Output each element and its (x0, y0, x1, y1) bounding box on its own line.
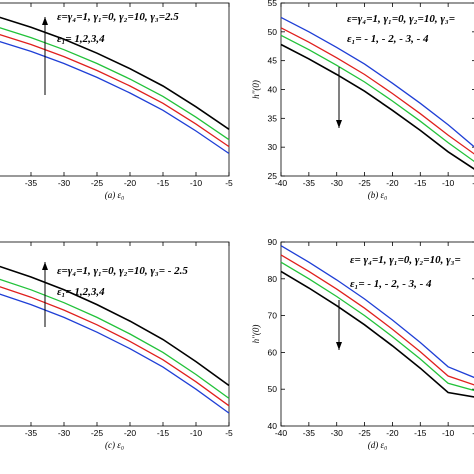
series-line-2 (0, 34, 230, 148)
series-line-1 (0, 293, 230, 414)
x-tick-label: -30 (331, 428, 344, 438)
chart-panel-b: -40 -35 -30 -25 -20 -15 -10 -5 25 30 35 40 45 50 55 (b)… (251, 0, 474, 200)
series-line-4 (280, 43, 474, 170)
y-tick-label: 90 (268, 237, 278, 247)
y-axis-label: h''(0) (251, 80, 261, 99)
x-tick-label: -35 (303, 178, 316, 188)
x-tick-label: -25 (91, 178, 104, 188)
x-tick-label: -30 (58, 428, 71, 438)
x-tick-label: -5 (472, 428, 474, 438)
parameter-values-annotation: ε₁= - 1, - 2, - 3, - 4 (347, 33, 429, 45)
plot-frame (280, 241, 474, 427)
y-tick-label: 70 (268, 311, 278, 321)
chart-panel-c: -35 -30 -25 -20 -15 -10 -5 (c) ε₀ ε=γ₄=1, γ₁=0, … (0, 241, 233, 450)
x-tick-label: -10 (442, 428, 455, 438)
x-tick-label: -5 (225, 178, 233, 188)
y-tick-label: 40 (268, 85, 278, 95)
y-tick-label: 45 (268, 56, 278, 66)
x-tick-label: -5 (472, 178, 474, 188)
x-tick-label: -30 (58, 178, 71, 188)
trend-arrow-head (42, 262, 48, 270)
y-tick-label: 25 (268, 171, 278, 181)
y-tick-label: 50 (268, 384, 278, 394)
x-tick-label: -5 (225, 428, 233, 438)
series-line-3 (280, 34, 474, 163)
series-line-4 (0, 265, 230, 387)
trend-arrow-head (42, 17, 48, 25)
chart-panel-a: -35 -30 -25 -20 -15 -10 -5 (a) ε₀ ε=γ₄=1, γ₁=0, … (0, 2, 233, 200)
y-tick-label: 80 (268, 274, 278, 284)
x-tick-label: -20 (124, 428, 137, 438)
y-tick-label: 60 (268, 347, 278, 357)
x-tick-label: -40 (275, 428, 288, 438)
x-tick-label: -25 (358, 178, 371, 188)
parameter-annotation: ε= γ₄=1, γ₁=0, γ₂=10, γ₃= (350, 254, 461, 266)
x-tick-label: -35 (25, 428, 38, 438)
y-tick-label: 55 (268, 0, 278, 8)
plot-frame (0, 2, 230, 177)
y-tick-label: 50 (268, 27, 278, 37)
series-line-2 (280, 254, 474, 386)
y-tick-label: 30 (268, 142, 278, 152)
y-tick-label: 40 (268, 421, 278, 431)
x-tick-label: -35 (303, 428, 316, 438)
x-tick-label: -15 (414, 428, 427, 438)
trend-arrow-head (336, 342, 342, 350)
plot-frame (0, 241, 230, 427)
parameter-values-annotation: ε₁= 1,2,3,4 (57, 33, 105, 45)
x-axis-label: (a) ε₀ (105, 190, 124, 200)
series-line-3 (0, 278, 230, 399)
chart-panel-d: -40 -35 -30 -25 -20 -15 -10 -5 40 50 60 70 80 90 (d) ε… (251, 237, 474, 450)
series-line-1 (0, 41, 230, 155)
series-line-2 (0, 286, 230, 407)
x-tick-label: -20 (124, 178, 137, 188)
y-tick-label: 35 (268, 113, 278, 123)
series-line-1 (280, 245, 474, 379)
x-tick-label: -40 (275, 178, 288, 188)
x-tick-label: -20 (386, 178, 399, 188)
series-line-3 (0, 27, 230, 141)
x-tick-label: -20 (386, 428, 399, 438)
x-axis-label: (c) ε₀ (105, 440, 124, 450)
x-tick-label: -15 (414, 178, 427, 188)
x-tick-label: -25 (91, 428, 104, 438)
series-line-4 (280, 270, 474, 398)
x-tick-label: -10 (190, 178, 203, 188)
parameter-annotation: ε=γ₄=1, γ₁=0, γ₂=10, γ₃= - 2.5 (57, 265, 188, 277)
x-tick-label: -10 (190, 428, 203, 438)
x-tick-label: -15 (157, 428, 170, 438)
y-axis-label: h''(0) (251, 325, 261, 344)
x-tick-label: -25 (358, 428, 371, 438)
parameter-values-annotation: ε₁= 1,2,3,4 (57, 286, 105, 298)
x-tick-label: -15 (157, 178, 170, 188)
x-axis-label: (b) ε₀ (368, 190, 387, 200)
series-line-4 (0, 16, 230, 130)
series-line-1 (280, 16, 474, 148)
parameter-values-annotation: ε₁= - 1, - 2, - 3, - 4 (350, 278, 432, 290)
parameter-annotation: ε=γ₄=1, γ₁=0, γ₂=10, γ₃=2.5 (57, 11, 179, 23)
parameter-annotation: ε=γ₄=1, γ₁=0, γ₂=10, γ₃= (347, 13, 455, 25)
x-tick-label: -10 (442, 178, 455, 188)
x-tick-label: -35 (25, 178, 38, 188)
x-tick-label: -30 (331, 178, 344, 188)
x-axis-label: (d) ε₀ (368, 440, 387, 450)
series-line-2 (280, 27, 474, 155)
trend-arrow-head (336, 120, 342, 128)
series-line-3 (280, 261, 474, 392)
